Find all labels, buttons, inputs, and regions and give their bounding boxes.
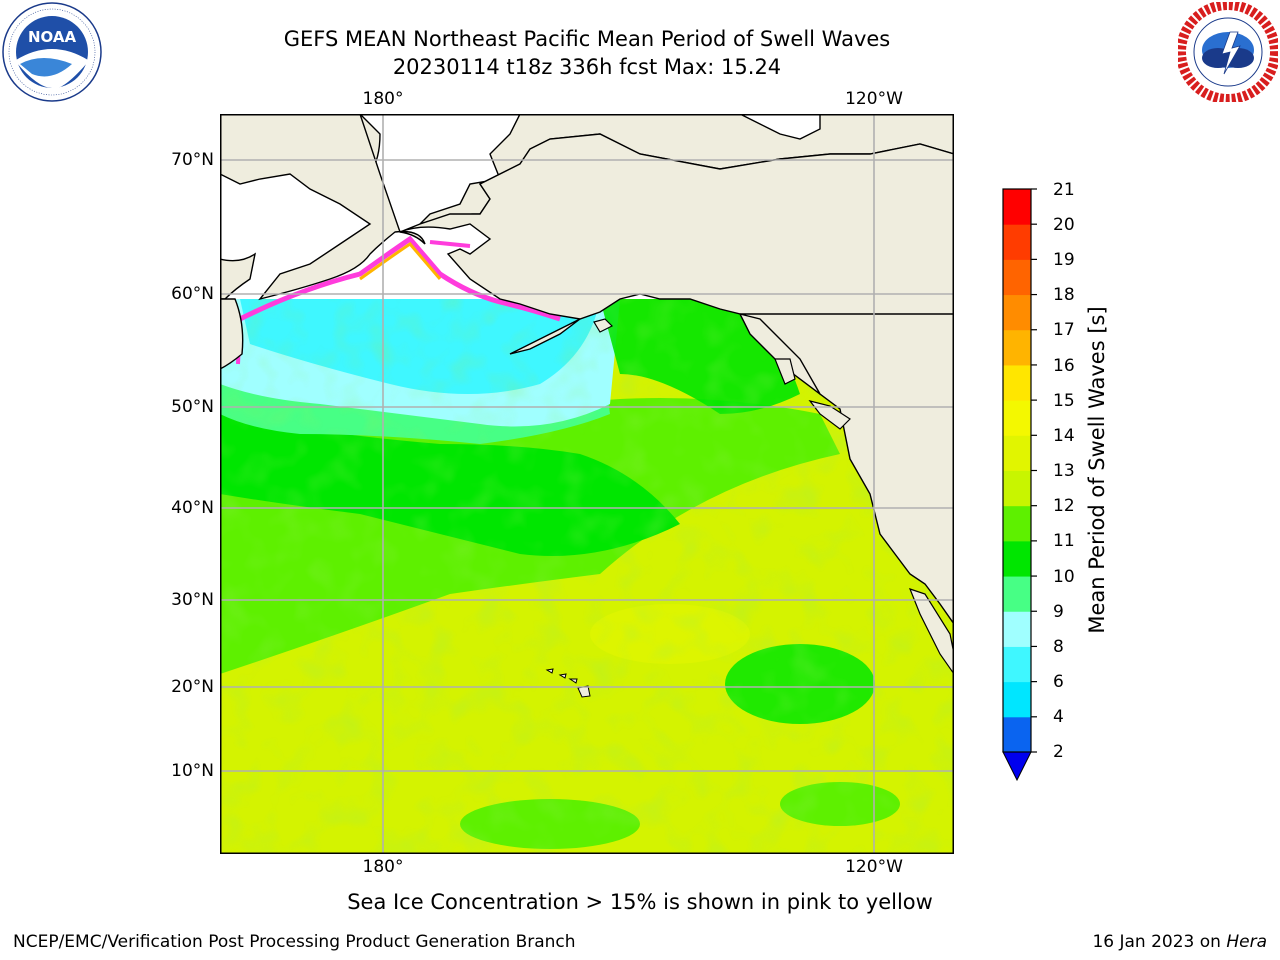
colorbar-swatch — [1003, 329, 1031, 366]
lat-label-50n: 50°N — [171, 397, 214, 417]
colorbar — [1002, 188, 1037, 782]
colorbar-swatch — [1003, 681, 1031, 718]
colorbar-swatch — [1003, 505, 1031, 542]
colorbar-tick-label: 9 — [1053, 602, 1064, 622]
lat-label-40n: 40°N — [171, 498, 214, 518]
colorbar-tick-marks — [1031, 188, 1037, 753]
colorbar-swatches — [1003, 189, 1031, 753]
colorbar-swatch — [1003, 259, 1031, 296]
footer-credit: NCEP/EMC/Verification Post Processing Pr… — [13, 932, 576, 952]
chart-title: GEFS MEAN Northeast Pacific Mean Period … — [283, 27, 891, 51]
colorbar-tick-label: 21 — [1053, 180, 1075, 200]
land-vancouver-island — [808, 399, 851, 430]
footer-date-text: 16 Jan 2023 on — [1092, 932, 1227, 952]
nws-logo-icon — [1178, 2, 1278, 102]
colorbar-label: Mean Period of Swell Waves [s] — [1085, 306, 1109, 634]
colorbar-tick-label: 20 — [1053, 215, 1075, 235]
colorbar-under-triangle — [1002, 751, 1032, 782]
colorbar-tick-label: 2 — [1053, 742, 1064, 762]
colorbar-swatch — [1003, 435, 1031, 471]
land-kamchatka — [220, 298, 244, 370]
colorbar-tick-label: 14 — [1053, 426, 1075, 446]
land-north-america-west — [739, 313, 954, 626]
land-kamchatka-top — [220, 252, 257, 300]
colorbar-tick-label: 16 — [1053, 356, 1075, 376]
colorbar-swatch — [1003, 646, 1031, 683]
noaa-logo-icon: NOAA — [2, 2, 102, 102]
colorbar-tick-label: 10 — [1053, 567, 1075, 587]
lat-label-60n: 60°N — [171, 284, 214, 304]
colorbar-tick-label: 4 — [1053, 707, 1064, 727]
lon-label-bottom-120w: 120°W — [845, 857, 903, 877]
footer-date: 16 Jan 2023 on Hera — [1092, 932, 1267, 952]
lon-label-top-180: 180° — [362, 89, 404, 109]
lon-label-top-120w: 120°W — [845, 89, 903, 109]
lat-label-10n: 10°N — [171, 761, 214, 781]
colorbar-swatch — [1003, 576, 1031, 612]
chart-subtitle: 20230114 t18z 336h fcst Max: 15.24 — [392, 55, 782, 79]
sea-ice-fringe-bering — [238, 235, 561, 322]
colorbar-swatch — [1003, 540, 1031, 577]
colorbar-swatch — [1003, 364, 1031, 401]
sea-ice-fringe-bering-edge — [359, 242, 442, 281]
lon-label-bottom-180: 180° — [362, 857, 404, 877]
lat-label-30n: 30°N — [171, 590, 214, 610]
colorbar-tick-label: 11 — [1053, 531, 1075, 551]
colorbar-swatch — [1003, 470, 1031, 507]
colorbar-swatch — [1003, 400, 1031, 436]
land-kodiak — [593, 318, 614, 333]
colorbar-swatch — [1003, 611, 1031, 647]
land-alaska-peninsula — [509, 318, 581, 355]
swell-period-map — [220, 114, 954, 854]
colorbar-swatch — [1003, 716, 1031, 753]
colorbar-tick-label: 15 — [1053, 391, 1075, 411]
sea-ice-fringe-norton — [429, 240, 471, 248]
colorbar-tick-label: 13 — [1053, 461, 1075, 481]
lat-label-20n: 20°N — [171, 677, 214, 697]
lat-label-70n: 70°N — [171, 150, 214, 170]
footer-machine: Hera — [1226, 932, 1267, 952]
land-haida-gwaii — [774, 358, 796, 385]
colorbar-tick-label: 6 — [1053, 672, 1064, 692]
colorbar-swatch — [1003, 224, 1031, 260]
colorbar-tick-label: 18 — [1053, 285, 1075, 305]
colorbar-swatch — [1003, 189, 1031, 225]
colorbar-tick-label: 17 — [1053, 320, 1075, 340]
colorbar-tick-label: 12 — [1053, 496, 1075, 516]
sea-ice-note: Sea Ice Concentration > 15% is shown in … — [347, 890, 933, 914]
colorbar-tick-label: 19 — [1053, 250, 1075, 270]
map-frame — [220, 114, 954, 854]
colorbar-tick-label: 8 — [1053, 637, 1064, 657]
colorbar-swatch — [1003, 294, 1031, 331]
noaa-logo-text: NOAA — [28, 28, 77, 46]
graticule — [220, 114, 954, 854]
